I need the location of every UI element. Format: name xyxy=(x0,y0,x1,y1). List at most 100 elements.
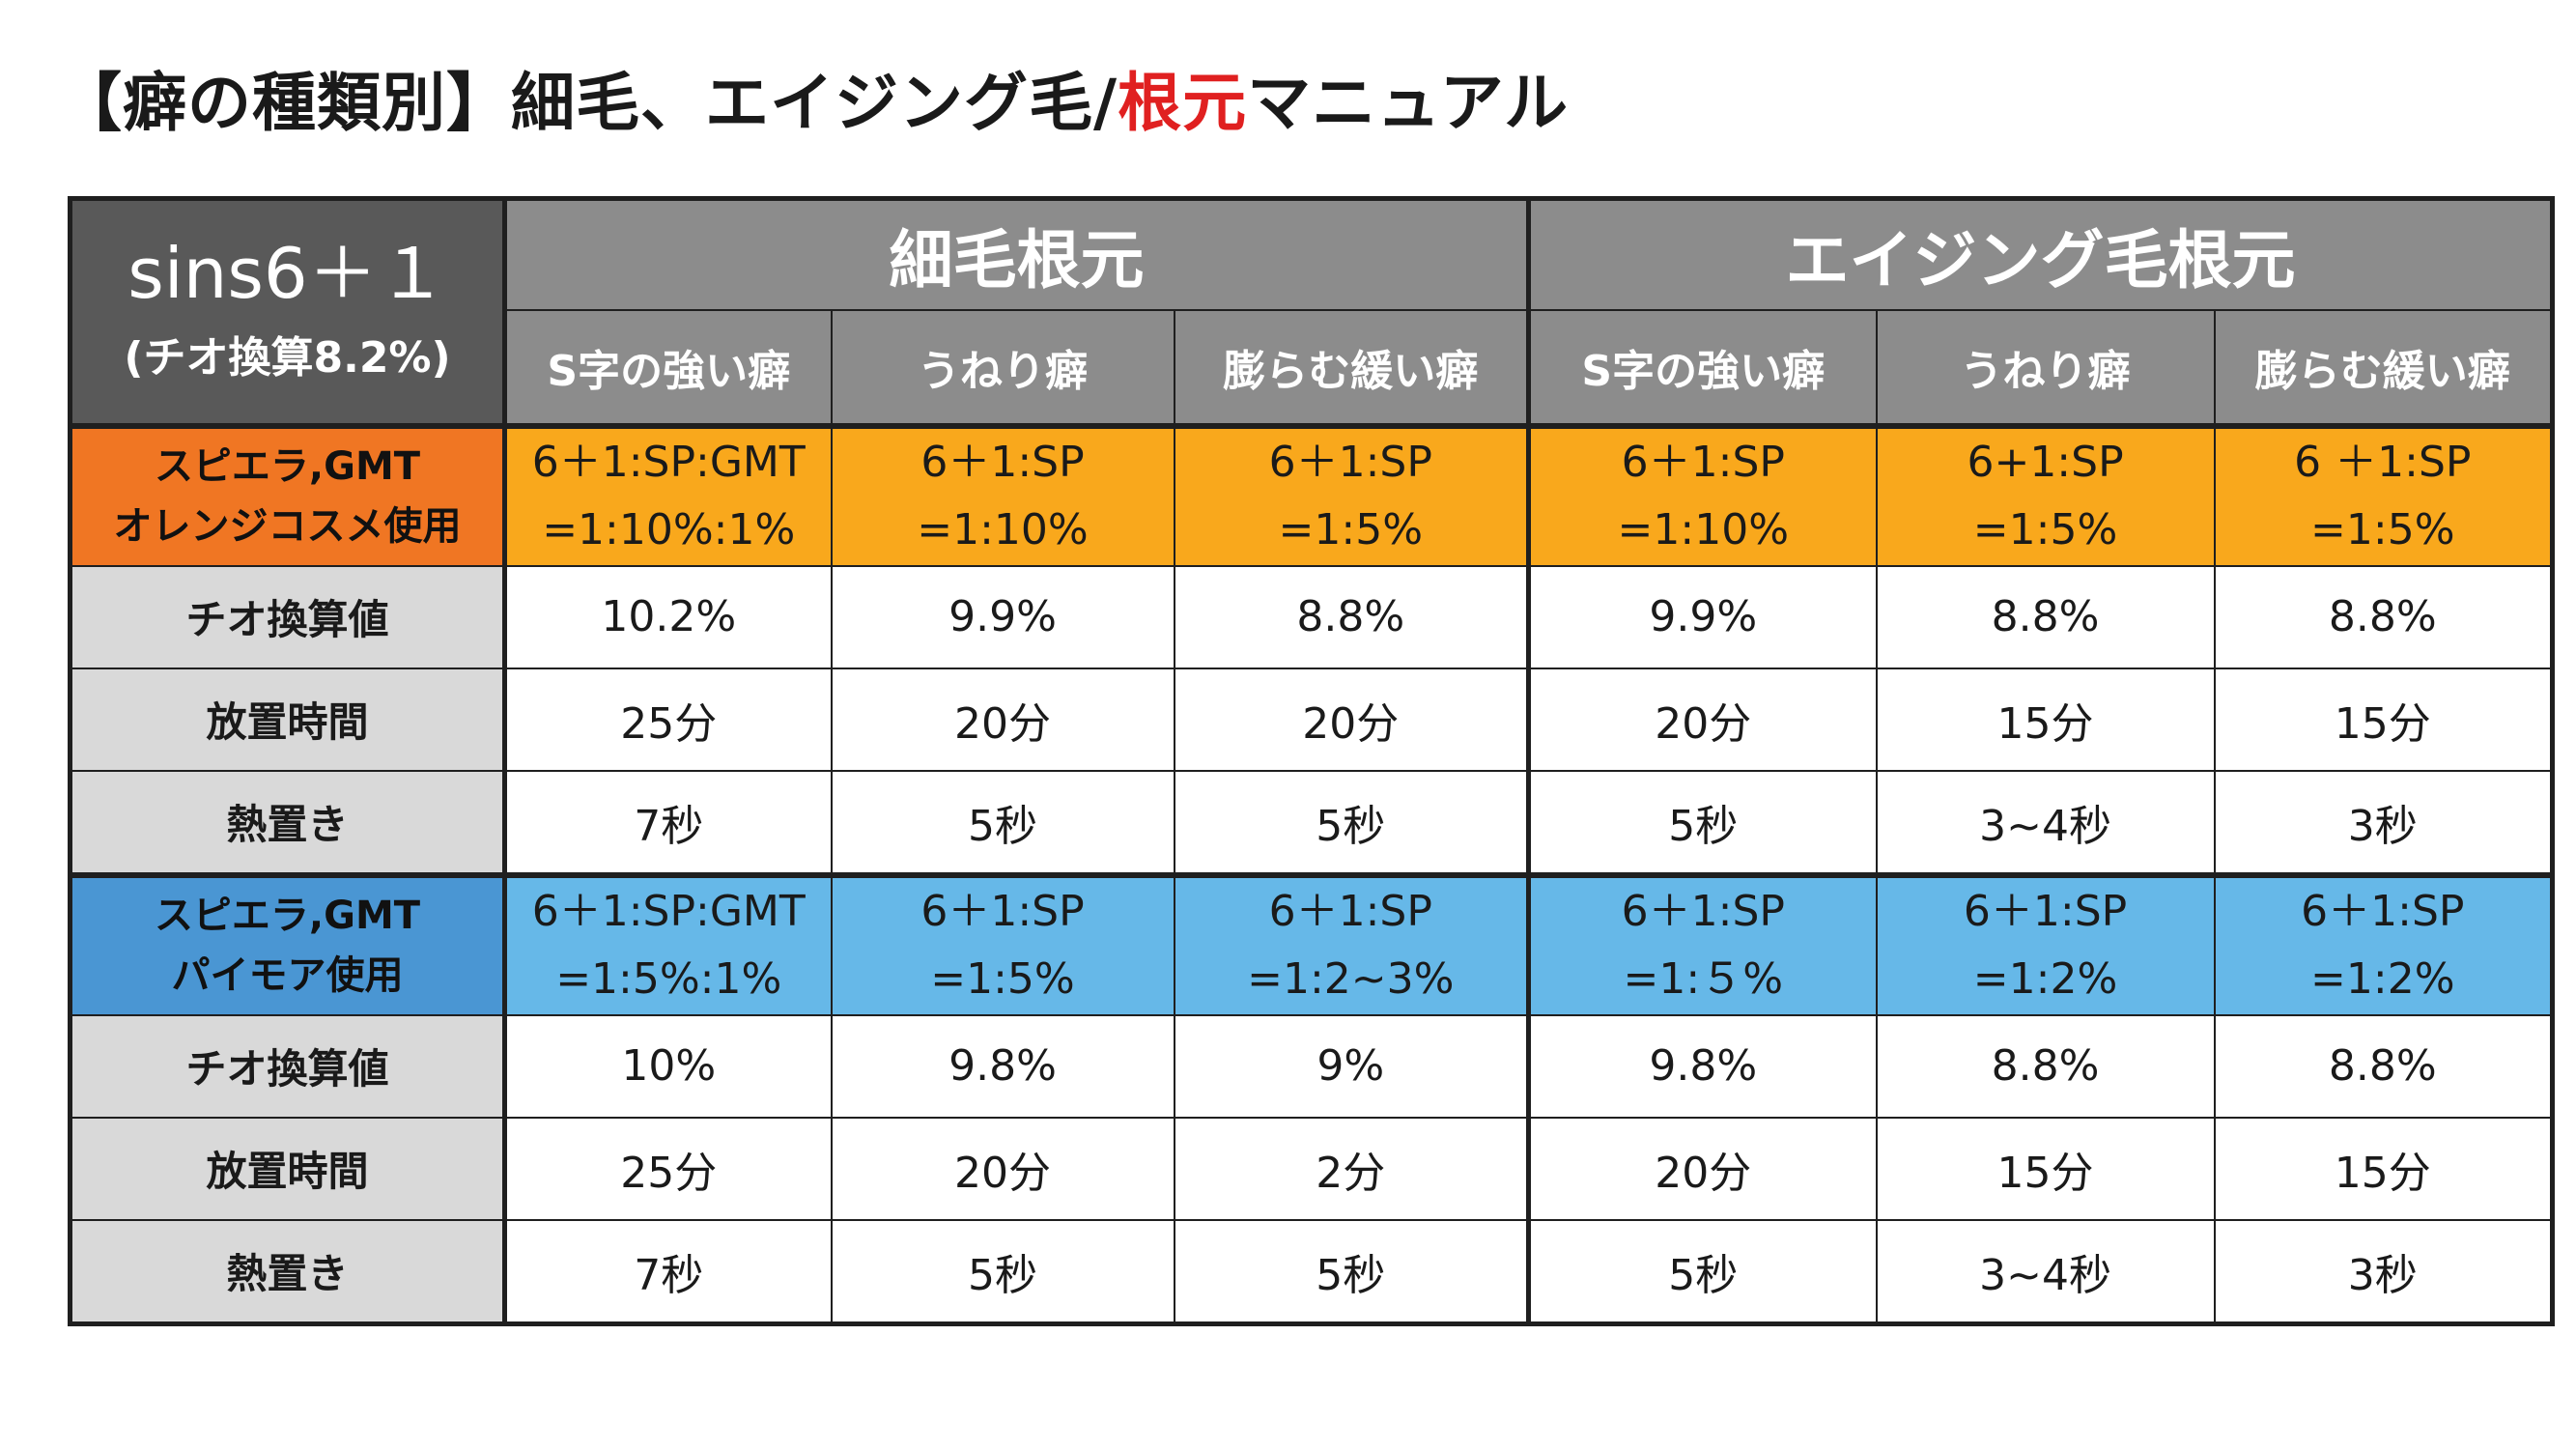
subheader-cell: S字の強い癖 xyxy=(1526,309,1878,427)
value-cell: 9.9% xyxy=(830,564,1175,669)
ratio-cell: 6 ＋1:SP =1:5% xyxy=(2213,423,2556,567)
group-header-aging-hair: エイジング毛根元 xyxy=(1526,196,2556,311)
value-cell: 20分 xyxy=(1526,667,1878,772)
value-cell: 5秒 xyxy=(1526,769,1878,876)
table-row: 熱置き 7秒 5秒 5秒 5秒 3~4秒 3秒 xyxy=(68,1218,2556,1326)
row-label: チオ換算値 xyxy=(68,564,507,669)
row-label: 熱置き xyxy=(68,769,507,876)
value-cell: 3秒 xyxy=(2213,1218,2556,1326)
subheader-cell: 膨らむ緩い癖 xyxy=(2213,309,2556,427)
value-cell: 20分 xyxy=(830,667,1175,772)
value-cell: 10% xyxy=(503,1013,833,1119)
corner-cell: sins6＋１ (チオ換算8.2%) xyxy=(68,196,507,429)
ratio-line: 6＋1:SP xyxy=(1621,438,1785,487)
ratio-line: 6＋1:SP xyxy=(920,886,1085,936)
ratio-cell: 6＋1:SP =1:5% xyxy=(1173,423,1530,567)
ratio-line: =1:５% xyxy=(1623,954,1784,1005)
ratio-line: =1:5% xyxy=(1972,505,2118,555)
value-cell: 15分 xyxy=(1875,1116,2216,1221)
ratio-cell: 6＋1:SP =1:2% xyxy=(1875,871,2216,1016)
value-cell: 10.2% xyxy=(503,564,833,669)
value-cell: 5秒 xyxy=(1526,1218,1878,1326)
ratio-line: =1:2~3% xyxy=(1247,954,1455,1005)
ratio-line: =1:5% xyxy=(2310,505,2455,555)
value-cell: 8.8% xyxy=(1875,1013,2216,1119)
row-label: 熱置き xyxy=(68,1218,507,1326)
ratio-line: =1:5% xyxy=(1278,505,1424,555)
value-cell: 5秒 xyxy=(1173,1218,1530,1326)
ratio-line: =1:10% xyxy=(917,505,1089,555)
category-line: オレンジコスメ使用 xyxy=(113,504,462,550)
ratio-cell: 6＋1:SP =1:５% xyxy=(1526,871,1878,1016)
section-blue-ratio-row: スピエラ,GMT パイモア使用 6＋1:SP:GMT =1:5%:1% 6＋1:S… xyxy=(68,871,2556,1016)
row-label: 放置時間 xyxy=(68,1116,507,1221)
title-suffix: マニュアル xyxy=(1247,66,1570,140)
ratio-line: =1:10%:1% xyxy=(542,505,796,555)
title-highlight: 根元 xyxy=(1118,66,1248,140)
table-row: チオ換算値 10.2% 9.9% 8.8% 9.9% 8.8% 8.8% xyxy=(68,564,2556,669)
category-orange: スピエラ,GMT オレンジコスメ使用 xyxy=(68,423,507,567)
category-blue: スピエラ,GMT パイモア使用 xyxy=(68,871,507,1016)
ratio-line: 6＋1:SP xyxy=(2301,886,2465,936)
title-prefix: 【癖の種類別】細毛、エイジング毛/ xyxy=(58,66,1118,140)
ratio-line: 6+1:SP xyxy=(1967,438,2124,487)
ratio-line: 6＋1:SP xyxy=(1621,886,1785,936)
ratio-line: 6＋1:SP:GMT xyxy=(531,886,806,936)
value-cell: 5秒 xyxy=(830,769,1175,876)
table-row: 放置時間 25分 20分 2分 20分 15分 15分 xyxy=(68,1116,2556,1221)
ratio-line: 6 ＋1:SP xyxy=(2294,438,2472,487)
value-cell: 25分 xyxy=(503,667,833,772)
category-line: スピエラ,GMT xyxy=(154,894,421,939)
table-row: チオ換算値 10% 9.8% 9% 9.8% 8.8% 8.8% xyxy=(68,1013,2556,1119)
ratio-line: =1:10% xyxy=(1617,505,1790,555)
ratio-line: =1:5% xyxy=(930,954,1075,1005)
value-cell: 3秒 xyxy=(2213,769,2556,876)
subheader-cell: うねり癖 xyxy=(1875,309,2216,427)
subheader-cell: うねり癖 xyxy=(830,309,1175,427)
group-header-fine-hair: 細毛根元 xyxy=(503,196,1530,311)
subheader-cell: S字の強い癖 xyxy=(503,309,833,427)
ratio-line: 6＋1:SP xyxy=(1268,438,1432,487)
product-name: sins6＋１ xyxy=(127,232,447,314)
category-line: パイモア使用 xyxy=(171,953,404,999)
ratio-cell: 6＋1:SP =1:5% xyxy=(830,871,1175,1016)
ratio-cell: 6＋1:SP =1:10% xyxy=(830,423,1175,567)
value-cell: 9.8% xyxy=(830,1013,1175,1119)
product-note: (チオ換算8.2%) xyxy=(124,333,451,383)
value-cell: 7秒 xyxy=(503,769,833,876)
value-cell: 3~4秒 xyxy=(1875,769,2216,876)
value-cell: 25分 xyxy=(503,1116,833,1221)
value-cell: 15分 xyxy=(2213,667,2556,772)
manual-table: sins6＋１ (チオ換算8.2%) 細毛根元 エイジング毛根元 S字の強い癖 … xyxy=(68,196,2556,1326)
ratio-line: 6＋1:SP xyxy=(1963,886,2128,936)
ratio-cell: 6+1:SP =1:5% xyxy=(1875,423,2216,567)
value-cell: 20分 xyxy=(1173,667,1530,772)
value-cell: 15分 xyxy=(1875,667,2216,772)
ratio-line: =1:2% xyxy=(2310,954,2455,1005)
value-cell: 8.8% xyxy=(2213,564,2556,669)
ratio-line: =1:5%:1% xyxy=(555,954,782,1005)
ratio-line: 6＋1:SP:GMT xyxy=(531,438,806,487)
value-cell: 20分 xyxy=(830,1116,1175,1221)
value-cell: 2分 xyxy=(1173,1116,1530,1221)
value-cell: 9.8% xyxy=(1526,1013,1878,1119)
category-line: スピエラ,GMT xyxy=(154,444,421,490)
value-cell: 8.8% xyxy=(2213,1013,2556,1119)
ratio-line: 6＋1:SP xyxy=(920,438,1085,487)
ratio-line: =1:2% xyxy=(1972,954,2118,1005)
ratio-cell: 6＋1:SP:GMT =1:5%:1% xyxy=(503,871,833,1016)
value-cell: 3~4秒 xyxy=(1875,1218,2216,1326)
value-cell: 9% xyxy=(1173,1013,1530,1119)
row-label: 放置時間 xyxy=(68,667,507,772)
value-cell: 20分 xyxy=(1526,1116,1878,1221)
value-cell: 5秒 xyxy=(1173,769,1530,876)
ratio-line: 6＋1:SP xyxy=(1268,886,1432,936)
table-row: 放置時間 25分 20分 20分 20分 15分 15分 xyxy=(68,667,2556,772)
ratio-cell: 6＋1:SP =1:2% xyxy=(2213,871,2556,1016)
value-cell: 8.8% xyxy=(1173,564,1530,669)
value-cell: 8.8% xyxy=(1875,564,2216,669)
ratio-cell: 6＋1:SP:GMT =1:10%:1% xyxy=(503,423,833,567)
table-row: 熱置き 7秒 5秒 5秒 5秒 3~4秒 3秒 xyxy=(68,769,2556,876)
ratio-cell: 6＋1:SP =1:10% xyxy=(1526,423,1878,567)
value-cell: 15分 xyxy=(2213,1116,2556,1221)
